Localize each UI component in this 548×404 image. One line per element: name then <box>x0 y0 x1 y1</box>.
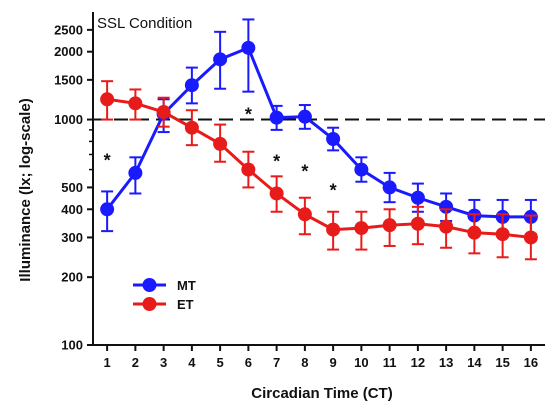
y-tick-label: 2500 <box>54 22 83 37</box>
data-point <box>213 52 228 67</box>
significance-marker: * <box>273 152 280 172</box>
series-line <box>106 97 532 239</box>
x-axis-label: Circadian Time (CT) <box>251 385 392 402</box>
x-tick-label: 9 <box>330 355 337 370</box>
data-point <box>495 227 510 242</box>
legend-marker <box>142 278 157 292</box>
x-tick-label: 3 <box>160 355 167 370</box>
x-tick-label: 10 <box>354 355 368 370</box>
y-tick-label: 200 <box>61 270 83 285</box>
data-point <box>523 230 538 245</box>
data-point <box>156 105 171 120</box>
data-point <box>410 216 425 231</box>
x-tick-label: 7 <box>273 355 280 370</box>
x-tick-label: 11 <box>383 355 397 370</box>
data-point <box>439 219 454 234</box>
x-tick-label: 4 <box>188 355 196 370</box>
data-point <box>410 190 425 205</box>
data-point <box>382 218 397 233</box>
data-point <box>241 40 256 55</box>
data-point <box>297 109 312 124</box>
data-point <box>354 221 369 236</box>
data-point <box>128 165 143 180</box>
legend-marker <box>142 297 157 311</box>
data-point <box>184 78 199 93</box>
x-tick-label: 14 <box>467 355 482 370</box>
series-line <box>105 45 531 219</box>
y-tick-label: 2000 <box>54 44 83 59</box>
y-tick-label: 400 <box>61 202 83 217</box>
x-tick-label: 12 <box>411 355 425 370</box>
data-point <box>184 120 199 135</box>
data-point <box>326 222 341 237</box>
data-point <box>269 110 284 125</box>
x-tick-label: 1 <box>104 355 111 370</box>
x-tick-label: 13 <box>439 355 453 370</box>
data-point <box>241 162 256 177</box>
data-point <box>100 202 115 217</box>
data-point <box>467 225 482 240</box>
data-point <box>128 96 143 111</box>
legend-label: ET <box>177 297 194 312</box>
x-tick-label: 5 <box>217 355 224 370</box>
significance-marker: * <box>330 180 337 200</box>
data-point <box>326 131 341 146</box>
data-point <box>213 136 228 151</box>
series-et <box>100 80 538 261</box>
x-tick-label: 6 <box>245 355 252 370</box>
y-tick-label: 1500 <box>54 72 83 87</box>
x-tick-label: 8 <box>301 355 308 370</box>
x-tick-label: 16 <box>524 355 538 370</box>
significance-marker: * <box>104 150 111 170</box>
significance-marker: * <box>301 161 308 181</box>
data-point <box>269 186 284 201</box>
significance-marker: * <box>245 105 252 125</box>
x-tick-label: 15 <box>495 355 509 370</box>
data-point <box>439 199 454 214</box>
data-point <box>354 162 369 177</box>
y-tick-label: 500 <box>61 180 83 195</box>
chart-annotation: SSL Condition <box>97 15 192 32</box>
legend-label: MT <box>177 278 196 293</box>
y-axis-label: Illuminance (lx; log-scale) <box>17 98 34 281</box>
x-tick-label: 2 <box>132 355 139 370</box>
y-tick-label: 300 <box>61 230 83 245</box>
data-point <box>100 92 115 107</box>
y-tick-label: 100 <box>61 338 83 353</box>
legend: MT ET <box>133 278 196 312</box>
y-tick-label: 1000 <box>54 112 83 127</box>
data-point <box>382 180 397 195</box>
data-point <box>297 207 312 222</box>
